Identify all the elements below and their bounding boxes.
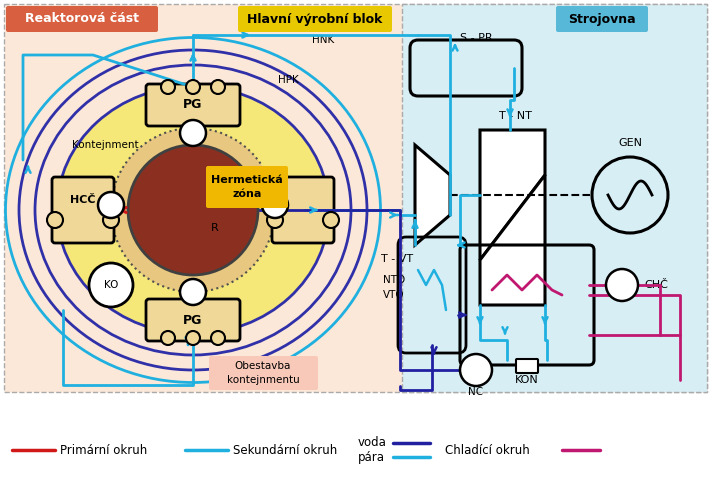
Circle shape bbox=[103, 212, 119, 228]
Bar bbox=[4, 4, 707, 392]
FancyBboxPatch shape bbox=[238, 6, 392, 32]
Circle shape bbox=[262, 192, 288, 218]
Text: CHČ: CHČ bbox=[644, 280, 668, 290]
Circle shape bbox=[161, 331, 175, 345]
Circle shape bbox=[180, 120, 206, 146]
Circle shape bbox=[267, 212, 283, 228]
Text: KON: KON bbox=[515, 375, 539, 385]
Text: Sekundární okruh: Sekundární okruh bbox=[233, 443, 337, 456]
Text: Obestavba
kontejnmentu: Obestavba kontejnmentu bbox=[226, 362, 299, 385]
Circle shape bbox=[211, 80, 225, 94]
Text: Chladící okruh: Chladící okruh bbox=[445, 443, 530, 456]
Text: Kontejnment: Kontejnment bbox=[72, 140, 138, 150]
Circle shape bbox=[161, 80, 175, 94]
FancyBboxPatch shape bbox=[6, 6, 158, 32]
Circle shape bbox=[186, 80, 200, 94]
Text: Hermetická
zóna: Hermetická zóna bbox=[211, 175, 283, 198]
FancyBboxPatch shape bbox=[556, 6, 648, 32]
Text: HNK: HNK bbox=[312, 35, 334, 45]
FancyBboxPatch shape bbox=[52, 177, 114, 243]
Text: NTO: NTO bbox=[383, 275, 405, 285]
Circle shape bbox=[180, 279, 206, 305]
Circle shape bbox=[323, 212, 339, 228]
Circle shape bbox=[89, 263, 133, 307]
Text: HCČ: HCČ bbox=[70, 195, 95, 205]
Text: T - VT: T - VT bbox=[381, 254, 413, 264]
FancyBboxPatch shape bbox=[209, 356, 318, 390]
FancyBboxPatch shape bbox=[206, 166, 288, 208]
Ellipse shape bbox=[57, 86, 329, 334]
Text: NČ: NČ bbox=[468, 387, 483, 397]
Text: PG: PG bbox=[183, 314, 203, 327]
Circle shape bbox=[98, 192, 124, 218]
Circle shape bbox=[128, 145, 258, 275]
Circle shape bbox=[111, 128, 275, 292]
FancyBboxPatch shape bbox=[516, 359, 538, 373]
FancyBboxPatch shape bbox=[272, 177, 334, 243]
Text: VTO: VTO bbox=[383, 290, 405, 300]
Circle shape bbox=[47, 212, 63, 228]
Text: S - PR: S - PR bbox=[460, 33, 492, 43]
Text: T - NT: T - NT bbox=[498, 111, 531, 121]
Text: R: R bbox=[211, 223, 219, 233]
Circle shape bbox=[606, 269, 638, 301]
Circle shape bbox=[211, 331, 225, 345]
Circle shape bbox=[186, 331, 200, 345]
Bar bbox=[402, 4, 707, 392]
Text: Primární okruh: Primární okruh bbox=[60, 443, 147, 456]
Text: Hlavní výrobní blok: Hlavní výrobní blok bbox=[247, 13, 382, 26]
FancyBboxPatch shape bbox=[146, 299, 240, 341]
Text: GEN: GEN bbox=[618, 138, 642, 148]
Text: KO: KO bbox=[104, 280, 118, 290]
Circle shape bbox=[460, 354, 492, 386]
Text: voda: voda bbox=[358, 437, 387, 450]
Text: Reaktorová část: Reaktorová část bbox=[25, 13, 139, 26]
Polygon shape bbox=[480, 130, 545, 260]
Polygon shape bbox=[480, 175, 545, 305]
Text: Strojovna: Strojovna bbox=[568, 13, 636, 26]
Text: HPK: HPK bbox=[278, 75, 298, 85]
FancyBboxPatch shape bbox=[146, 84, 240, 126]
Text: PG: PG bbox=[183, 99, 203, 111]
Text: pára: pára bbox=[358, 451, 385, 464]
Polygon shape bbox=[415, 145, 450, 245]
